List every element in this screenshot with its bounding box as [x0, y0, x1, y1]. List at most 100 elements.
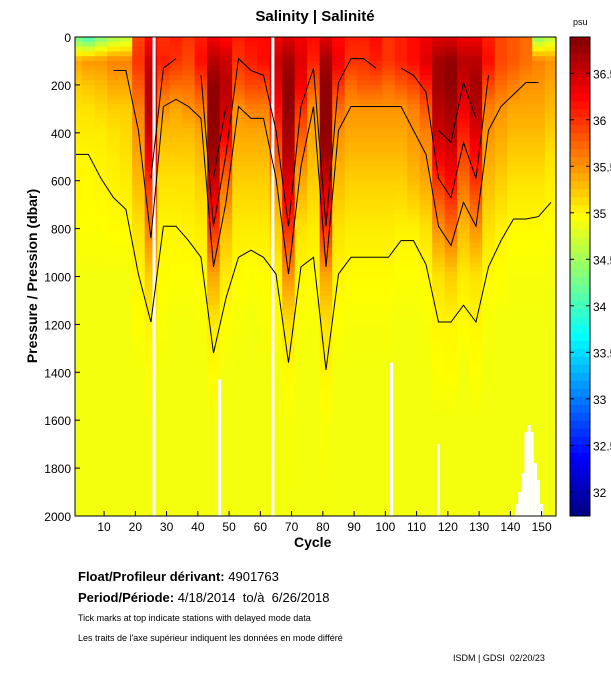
heatmap-cell	[494, 243, 508, 249]
colorbar-swatch	[570, 220, 590, 230]
heatmap-cell	[532, 238, 546, 244]
heatmap-cell	[94, 290, 108, 297]
heatmap-cell	[544, 80, 556, 86]
heatmap-cell	[444, 468, 458, 474]
heatmap-cell	[469, 65, 483, 71]
heatmap-cell	[94, 113, 108, 119]
heatmap-cell	[232, 247, 246, 254]
heatmap-cell	[182, 295, 196, 301]
heatmap-cell	[519, 425, 533, 431]
credit: ISDM | GDSI 02/20/23	[453, 653, 545, 663]
heatmap-cell	[357, 420, 371, 426]
heatmap-cell	[75, 286, 83, 292]
heatmap-cell	[407, 496, 421, 503]
heatmap-cell	[457, 286, 471, 292]
heatmap-cell	[519, 195, 533, 201]
heatmap-cell	[232, 429, 246, 436]
heatmap-cell	[469, 286, 483, 292]
heatmap-cell	[107, 118, 121, 124]
heatmap-cell	[457, 434, 471, 440]
heatmap-cell	[244, 444, 258, 450]
heatmap-cell	[257, 439, 271, 445]
heatmap-cell	[282, 334, 296, 340]
heatmap-cell	[444, 80, 458, 86]
heatmap-cell	[219, 228, 233, 234]
heatmap-cell	[157, 386, 171, 392]
heatmap-cell	[94, 185, 108, 191]
heatmap-cell	[294, 94, 308, 100]
heatmap-cell	[107, 123, 121, 129]
heatmap-cell	[107, 46, 121, 52]
heatmap-cell	[494, 319, 508, 325]
heatmap-cell	[119, 84, 133, 91]
heatmap-cell	[519, 75, 533, 81]
heatmap-cell	[407, 453, 421, 459]
heatmap-cell	[494, 324, 508, 330]
heatmap-cell	[94, 329, 108, 335]
heatmap-cell	[82, 338, 96, 345]
heatmap-cell	[519, 271, 533, 277]
heatmap-cell	[469, 252, 483, 258]
heatmap-cell	[319, 233, 333, 239]
heatmap-cell	[469, 458, 483, 464]
heatmap-cell	[344, 238, 358, 244]
heatmap-cell	[269, 290, 283, 297]
heatmap-cell	[182, 405, 196, 412]
heatmap-cell	[107, 429, 121, 436]
heatmap-cell	[344, 147, 358, 153]
heatmap-cell	[182, 482, 196, 488]
heatmap-cell	[457, 458, 471, 464]
heatmap-cell	[232, 444, 246, 450]
heatmap-cell	[144, 180, 158, 186]
heatmap-cell	[194, 401, 208, 407]
heatmap-cell	[232, 386, 246, 392]
heatmap-cell	[157, 70, 171, 76]
heatmap-cell	[532, 257, 546, 263]
heatmap-cell	[507, 75, 521, 81]
heatmap-cell	[344, 137, 358, 143]
heatmap-cell	[344, 386, 358, 392]
heatmap-cell	[269, 51, 283, 57]
heatmap-cell	[75, 223, 83, 230]
heatmap-cell	[132, 41, 146, 48]
heatmap-cell	[407, 190, 421, 196]
heatmap-cell	[332, 185, 346, 191]
heatmap-cell	[75, 166, 83, 172]
heatmap-cell	[144, 429, 158, 436]
heatmap-cell	[519, 381, 533, 388]
heatmap-cell	[344, 305, 358, 311]
heatmap-cell	[507, 56, 521, 62]
heatmap-cell	[219, 482, 233, 488]
heatmap-cell	[107, 51, 121, 57]
heatmap-cell	[232, 199, 246, 206]
heatmap-cell	[344, 175, 358, 182]
heatmap-cell	[94, 199, 108, 206]
heatmap-cell	[444, 156, 458, 163]
heatmap-cell	[232, 357, 246, 364]
heatmap-cell	[294, 204, 308, 210]
heatmap-cell	[432, 199, 446, 206]
heatmap-cell	[257, 386, 271, 392]
heatmap-cell	[132, 99, 146, 105]
heatmap-cell	[294, 319, 308, 325]
heatmap-cell	[419, 501, 433, 507]
colorbar-swatch	[570, 412, 590, 421]
heatmap-cell	[94, 496, 108, 503]
heatmap-cell	[282, 108, 296, 115]
heatmap-cell	[369, 367, 383, 373]
heatmap-cell	[157, 362, 171, 368]
heatmap-cell	[482, 453, 496, 459]
heatmap-cell	[407, 108, 421, 115]
heatmap-cell	[407, 204, 421, 210]
heatmap-cell	[482, 247, 496, 254]
heatmap-cell	[144, 425, 158, 431]
colorbar-swatch	[570, 132, 590, 142]
heatmap-cell	[232, 405, 246, 412]
heatmap-cell	[232, 281, 246, 287]
heatmap-cell	[369, 425, 383, 431]
heatmap-cell	[357, 204, 371, 210]
heatmap-cell	[75, 458, 83, 464]
heatmap-cell	[394, 362, 408, 368]
heatmap-cell	[482, 367, 496, 373]
heatmap-cell	[157, 463, 171, 469]
